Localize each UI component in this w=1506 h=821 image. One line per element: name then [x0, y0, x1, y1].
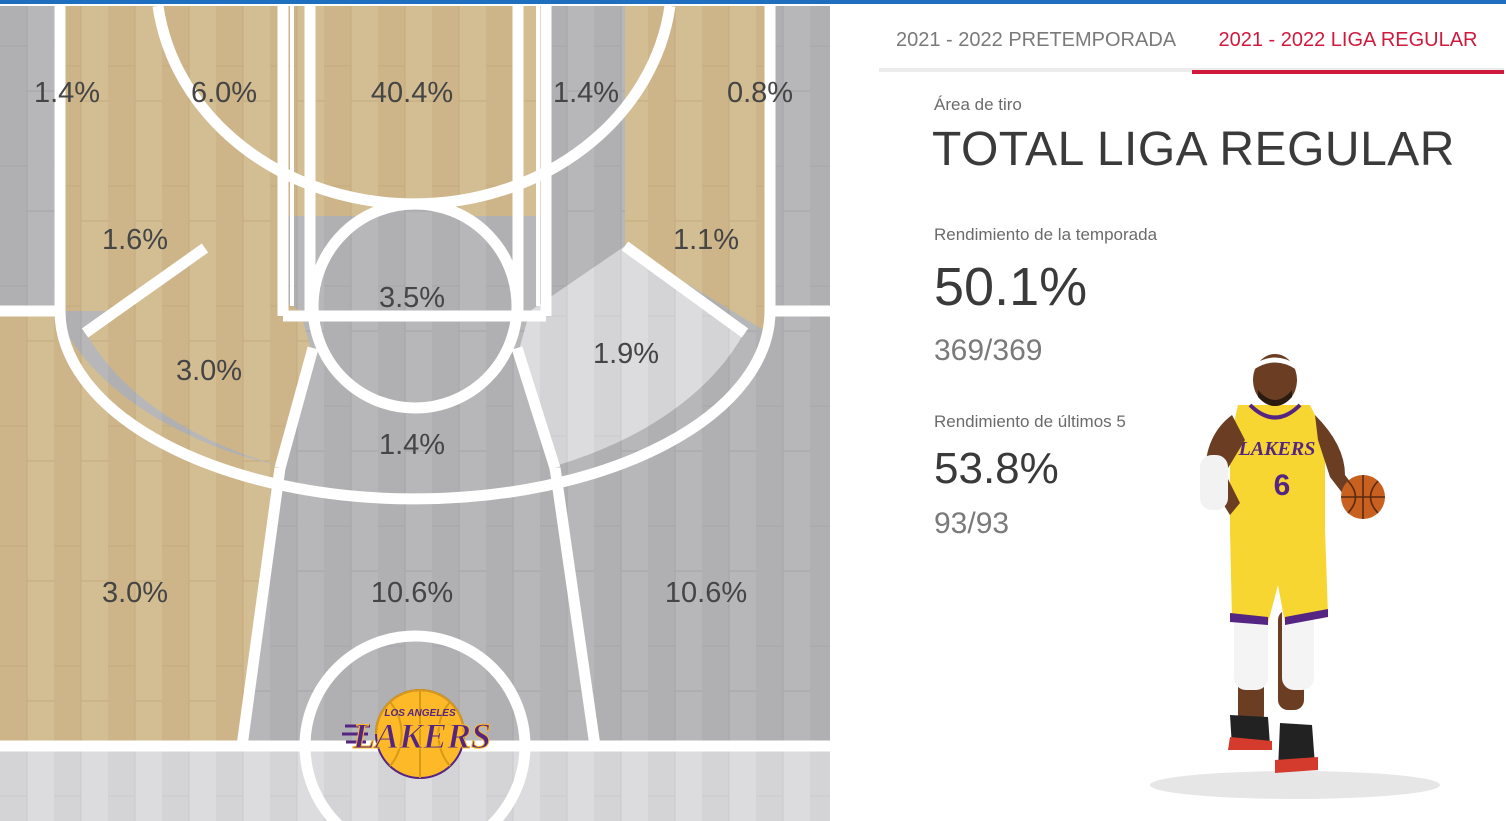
area-label: Área de tiro — [934, 95, 1022, 114]
player-image: LAKERS 6 — [1150, 345, 1450, 805]
season-percentage: 50.1% — [934, 257, 1088, 317]
zone-fills — [0, 6, 830, 741]
jersey-team: LAKERS — [1238, 438, 1316, 460]
zone-label: 0.8% — [727, 77, 793, 109]
tab-preseason[interactable]: 2021 - 2022 PRETEMPORADA — [896, 29, 1177, 51]
top-accent-bar — [0, 0, 1506, 4]
last5-percentage: 53.8% — [934, 444, 1059, 493]
zone-label: 3.0% — [102, 577, 168, 609]
zone-label: 3.0% — [176, 355, 242, 387]
zone-wing-3-right[interactable] — [555, 311, 830, 741]
zone-restricted-area[interactable] — [280, 6, 550, 216]
zone-label: 10.6% — [371, 577, 453, 609]
tabs-underline — [879, 68, 1504, 72]
season-label: Rendimiento de la temporada — [934, 225, 1158, 244]
logo-arc-text: LOS ANGELES — [384, 708, 456, 719]
logo-text: LAKERS — [352, 716, 491, 756]
tab-regular-season[interactable]: 2021 - 2022 LIGA REGULAR — [1192, 22, 1504, 74]
jersey-number: 6 — [1274, 469, 1291, 502]
zone-label: 3.5% — [379, 282, 445, 314]
zone-corner-right-3[interactable] — [765, 6, 830, 311]
zone-label: 1.4% — [34, 77, 100, 109]
zone-wing-mid-left[interactable] — [85, 248, 310, 466]
zone-label: 40.4% — [371, 77, 453, 109]
zone-wing-mid-right[interactable] — [520, 246, 745, 466]
season-ratio: 369/369 — [934, 334, 1043, 367]
zone-label: 6.0% — [191, 77, 257, 109]
zone-label: 1.1% — [673, 224, 739, 256]
zone-label: 1.4% — [553, 77, 619, 109]
lakers-logo: LOS ANGELES LAKERS — [342, 689, 492, 779]
zone-paint[interactable] — [315, 206, 515, 406]
stats-panel: 2021 - 2022 PRETEMPORADA 2021 - 2022 LIG… — [830, 4, 1506, 821]
season-tabs: 2021 - 2022 PRETEMPORADA 2021 - 2022 LIG… — [879, 10, 1504, 74]
zone-label: 1.6% — [102, 224, 168, 256]
zone-right-mid-upper[interactable] — [625, 6, 765, 331]
last5-label: Rendimiento de últimos 5 — [934, 412, 1126, 431]
area-title: TOTAL LIGA REGULAR — [932, 123, 1455, 176]
zone-corner-left-3[interactable] — [0, 6, 62, 311]
zone-label: 1.9% — [593, 338, 659, 370]
last5-ratio: 93/93 — [934, 507, 1010, 540]
shot-chart-court: LOS ANGELES LAKERS 1.4% 6.0% 40.4% 1.4% … — [0, 4, 830, 821]
zone-label: 10.6% — [665, 577, 747, 609]
zone-wing-3-left[interactable] — [0, 311, 280, 741]
zone-labels: 1.4% 6.0% 40.4% 1.4% 0.8% 1.6% 1.1% 3.5%… — [34, 77, 793, 609]
zone-label: 1.4% — [379, 429, 445, 461]
